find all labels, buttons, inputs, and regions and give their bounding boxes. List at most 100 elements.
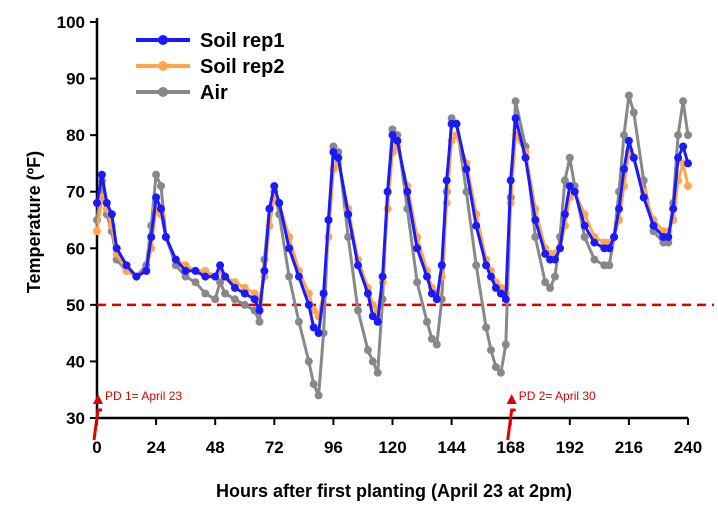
data-point bbox=[329, 148, 338, 157]
x-tick-label: 72 bbox=[265, 438, 284, 457]
data-point bbox=[462, 187, 471, 196]
x-tick-label: 144 bbox=[437, 438, 466, 457]
data-point bbox=[684, 131, 692, 140]
planting-date-arrow bbox=[92, 408, 102, 441]
data-point bbox=[388, 131, 397, 140]
data-point bbox=[487, 346, 495, 355]
y-tick-label: 70 bbox=[66, 183, 85, 202]
data-point bbox=[580, 221, 589, 230]
data-point bbox=[344, 233, 353, 241]
data-point bbox=[620, 165, 628, 174]
data-point bbox=[551, 255, 559, 264]
data-point bbox=[491, 283, 500, 292]
planting-date-arrowhead bbox=[93, 394, 103, 404]
data-point bbox=[157, 182, 165, 191]
data-point bbox=[447, 114, 456, 123]
data-point bbox=[255, 306, 264, 315]
data-point bbox=[107, 210, 116, 219]
x-tick-label: 48 bbox=[206, 438, 225, 457]
data-point bbox=[304, 357, 313, 366]
data-point bbox=[285, 244, 294, 253]
data-point bbox=[334, 153, 343, 162]
planting-date-arrow bbox=[506, 408, 516, 441]
data-point bbox=[531, 233, 540, 241]
data-point bbox=[472, 261, 481, 270]
data-point bbox=[132, 272, 141, 281]
y-tick-label: 50 bbox=[66, 296, 85, 315]
data-point bbox=[201, 289, 210, 298]
data-point bbox=[541, 278, 550, 287]
legend-label: Air bbox=[200, 82, 228, 104]
data-point bbox=[319, 289, 328, 298]
data-point bbox=[482, 261, 491, 270]
data-point bbox=[679, 97, 688, 106]
data-point bbox=[664, 238, 673, 247]
data-point bbox=[590, 255, 599, 264]
legend-item: Air bbox=[136, 82, 228, 104]
data-point bbox=[496, 368, 505, 377]
x-tick-label: 216 bbox=[615, 438, 643, 457]
legend: Soil rep1 Soil rep2 Air bbox=[136, 30, 284, 104]
x-tick-label: 120 bbox=[378, 438, 406, 457]
data-point bbox=[679, 142, 688, 151]
data-point bbox=[240, 283, 249, 292]
series-group bbox=[93, 91, 692, 400]
data-point bbox=[344, 210, 353, 219]
data-point bbox=[521, 153, 530, 162]
data-point bbox=[211, 272, 220, 281]
annotations: PD 1= April 23 PD 2= April 30 bbox=[92, 389, 596, 441]
data-point bbox=[147, 233, 156, 241]
x-tick-label: 0 bbox=[92, 438, 101, 457]
data-point bbox=[482, 323, 491, 332]
x-axis-title: Hours after first planting (April 23 at … bbox=[216, 481, 572, 501]
data-point bbox=[93, 227, 101, 236]
data-point bbox=[496, 289, 505, 298]
data-point bbox=[240, 300, 249, 309]
data-point bbox=[560, 210, 569, 219]
data-point bbox=[93, 199, 101, 207]
data-point bbox=[363, 346, 372, 355]
data-point bbox=[437, 261, 446, 270]
data-point bbox=[314, 329, 323, 338]
data-point bbox=[610, 233, 619, 241]
data-point bbox=[541, 249, 550, 258]
data-point bbox=[378, 272, 387, 281]
series-soil-rep2 bbox=[93, 131, 692, 321]
planting-date-label: PD 2= April 30 bbox=[519, 389, 596, 403]
data-point bbox=[427, 289, 436, 298]
data-point bbox=[294, 317, 303, 326]
data-point bbox=[373, 368, 382, 377]
y-tick-label: 80 bbox=[66, 126, 85, 145]
data-point bbox=[373, 317, 382, 326]
data-point bbox=[413, 278, 422, 287]
data-point bbox=[112, 244, 121, 253]
data-point bbox=[191, 278, 200, 287]
data-point bbox=[304, 300, 313, 309]
data-point bbox=[393, 136, 402, 145]
data-point bbox=[531, 216, 540, 224]
data-point bbox=[255, 317, 264, 326]
data-point bbox=[122, 261, 131, 270]
data-point bbox=[191, 266, 200, 275]
planting-date-arrowhead bbox=[506, 394, 517, 404]
legend-swatch-marker bbox=[158, 61, 168, 71]
planting-date-label: PD 1= April 23 bbox=[105, 389, 182, 403]
data-point bbox=[250, 295, 259, 304]
data-point bbox=[354, 261, 362, 270]
data-point bbox=[221, 272, 230, 281]
data-point bbox=[605, 261, 614, 270]
data-point bbox=[324, 216, 333, 224]
y-tick-label: 100 bbox=[57, 13, 85, 32]
data-point bbox=[240, 289, 249, 298]
data-point bbox=[403, 187, 412, 196]
x-tick-label: 168 bbox=[497, 438, 525, 457]
data-point bbox=[201, 266, 210, 275]
data-point bbox=[294, 272, 303, 281]
data-point bbox=[181, 266, 190, 275]
data-point bbox=[161, 233, 170, 241]
x-tick-label: 240 bbox=[674, 438, 702, 457]
axes bbox=[90, 18, 689, 425]
data-point bbox=[624, 136, 633, 145]
data-point bbox=[546, 283, 555, 292]
